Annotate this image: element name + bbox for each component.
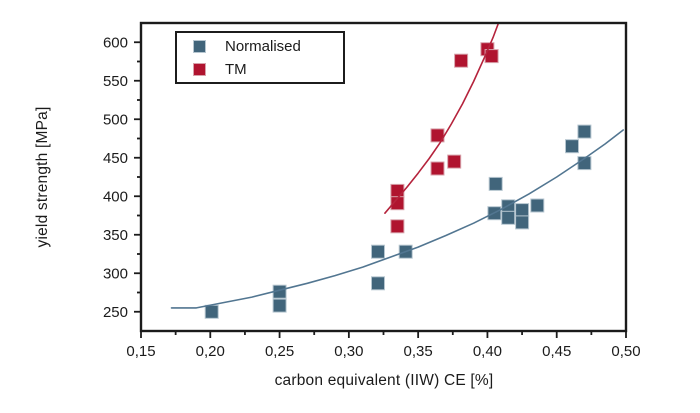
x-tick-label: 0,45 [542,343,571,360]
y-tick-label: 300 [103,265,128,282]
legend-label-tm: TM [225,60,247,78]
y-tick-label: 250 [103,304,128,321]
data-point-normalised [515,203,530,218]
data-point-normalised [501,210,516,225]
data-point-normalised [565,139,579,154]
y-tick-label: 500 [103,111,128,128]
x-tick-label: 0,30 [334,343,363,360]
data-point-normalised [204,304,219,319]
legend-item-tm: TM [193,59,343,80]
x-tick-label: 0,40 [473,343,502,360]
y-tick-label: 550 [103,73,128,90]
x-tick-label: 0,25 [265,343,294,360]
data-point-normalised [371,276,385,291]
x-tick-label: 0,15 [126,343,155,360]
data-point-tm [390,183,405,198]
data-point-normalised [577,124,592,139]
y-tick-label: 600 [103,34,128,51]
data-point-tm [390,196,405,211]
legend-item-normalised: Normalised [193,36,343,57]
tm-marker-icon [193,62,206,76]
fit-curve-tm [384,22,500,214]
data-point-normalised [371,244,385,259]
y-tick-label: 350 [103,227,128,244]
data-point-normalised [515,215,530,230]
data-point-tm [454,53,469,68]
x-tick-label: 0,50 [611,343,640,360]
x-axis-title: carbon equivalent (IIW) CE [%] [274,372,494,389]
legend-label-normalised: Normalised [225,37,301,55]
data-point-normalised [530,198,545,213]
y-tick-label: 450 [103,150,128,167]
data-point-normalised [488,176,503,191]
data-point-tm [430,161,445,176]
x-tick-label: 0,35 [404,343,433,360]
data-point-tm [447,154,462,169]
data-point-tm [390,219,405,234]
data-point-normalised [272,298,287,313]
legend: Normalised TM [175,31,345,84]
y-axis-title: yield strength [MPa] [34,106,51,248]
x-tick-label: 0,20 [196,343,225,360]
normalised-marker-icon [193,39,206,53]
y-tick-label: 400 [103,188,128,205]
fit-curve-normalised [170,129,624,309]
